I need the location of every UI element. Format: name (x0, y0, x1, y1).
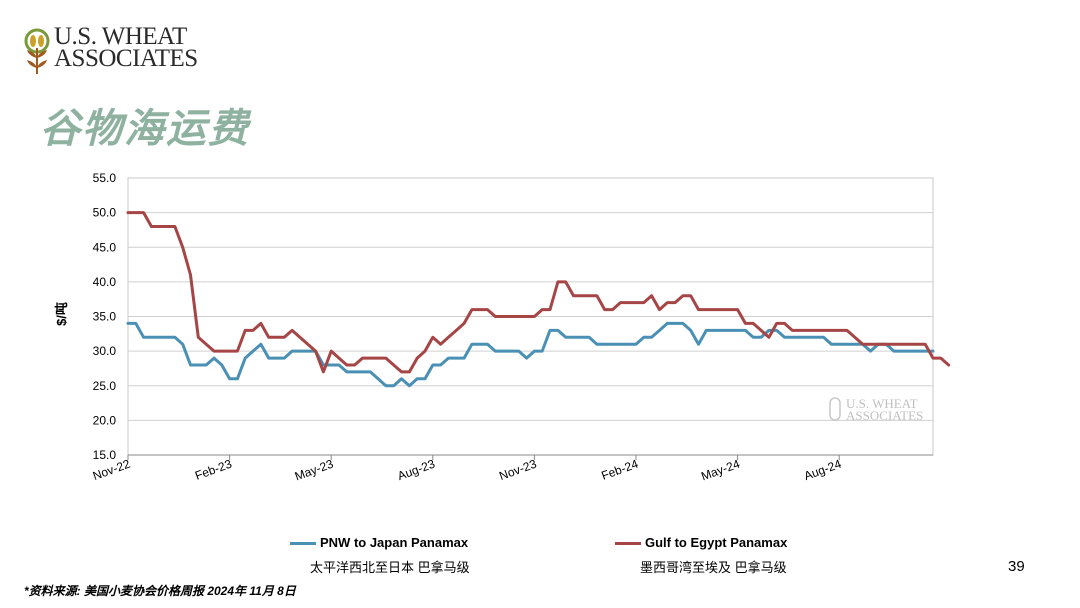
logo-line-1: U.S. WHEAT (54, 23, 187, 50)
y-tick-label: 55.0 (93, 171, 117, 185)
y-tick-label: 30.0 (93, 344, 117, 358)
y-axis-label: $/吨 (54, 302, 69, 326)
y-tick-label: 35.0 (93, 310, 117, 324)
x-tick-label: Feb-23 (193, 457, 234, 483)
y-tick-label: 25.0 (93, 379, 117, 393)
wheat-logo-icon (24, 28, 50, 74)
source-note: *资料来源: 美国小麦协会价格周报 2024年 11月 8日 (24, 584, 296, 598)
series-line-gulf-egypt (126, 211, 951, 374)
series-line-pnw-japan (126, 321, 935, 388)
x-tick-label: Nov-23 (497, 457, 538, 483)
axis-layer: 15.0 20.0 25.0 30.0 35.0 40.0 45.0 50.0 55.0 Nov-… (91, 171, 933, 484)
x-tick-label: May-24 (699, 457, 742, 484)
x-tick-label: May-23 (293, 457, 336, 484)
watermark-text: U.S. WHEAT (846, 396, 918, 411)
logo-text: U.S. WHEAT ASSOCIATES (54, 23, 198, 72)
legend-item-gulf: Gulf to Egypt Panamax (615, 535, 787, 550)
page-number: 39 (1008, 558, 1025, 575)
x-tick-label: Aug-24 (802, 457, 843, 484)
x-tick-label: Aug-23 (396, 457, 437, 484)
x-tick-label: Feb-24 (600, 457, 641, 483)
watermark-wheat-icon (829, 397, 841, 421)
y-tick-label: 15.0 (93, 448, 117, 462)
page-title: 谷物海运费 (40, 107, 250, 151)
legend-item-pnw: PNW to Japan Panamax (290, 535, 468, 550)
y-tick-label: 40.0 (93, 275, 117, 289)
logo-line-2: ASSOCIATES (54, 45, 198, 72)
y-tick-label: 50.0 (93, 206, 117, 220)
y-tick-label: 45.0 (93, 240, 117, 254)
legend-label-pnw: PNW to Japan Panamax (320, 535, 469, 550)
watermark-text: ASSOCIATES (846, 408, 923, 423)
legend-label-gulf: Gulf to Egypt Panamax (645, 535, 788, 550)
legend-subtitle-gulf: 墨西哥湾至埃及 巴拿马级 (640, 560, 787, 575)
legend-subtitle-pnw: 太平洋西北至日本 巴拿马级 (310, 560, 470, 575)
series-layer (126, 211, 951, 388)
y-tick-label: 20.0 (93, 413, 117, 427)
legend-swatch-gulf (615, 542, 641, 546)
logo: U.S. WHEAT ASSOCIATES (24, 23, 214, 76)
legend-swatch-pnw (290, 542, 316, 546)
